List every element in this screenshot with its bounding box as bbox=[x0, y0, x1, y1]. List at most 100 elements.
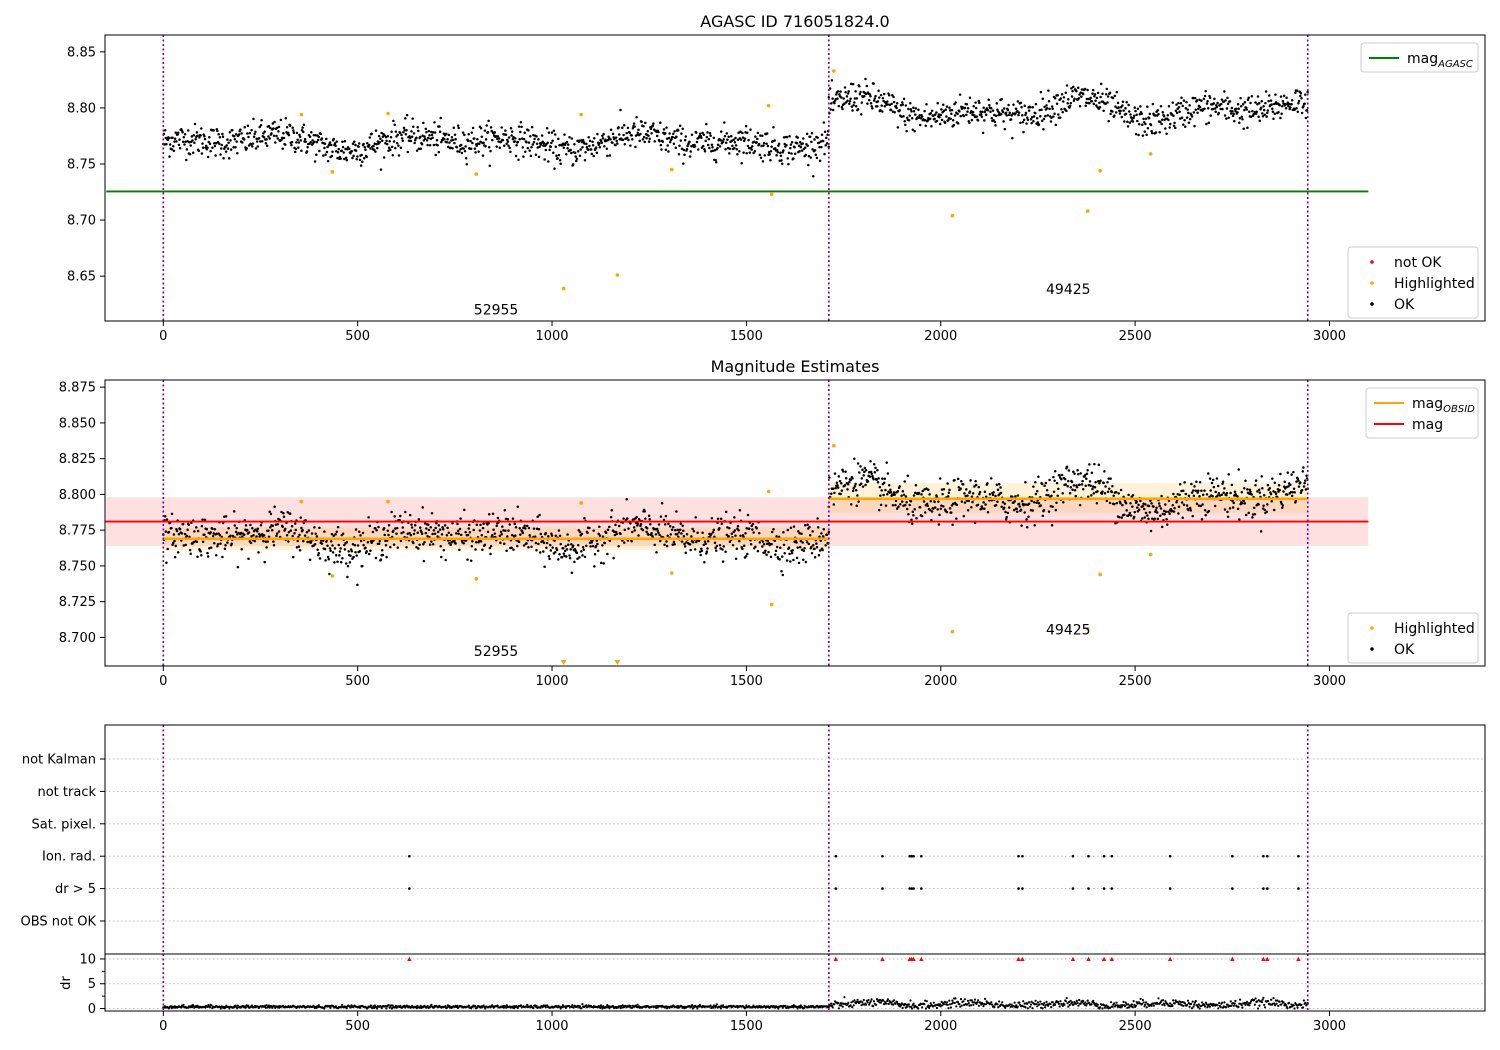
magnitude-ok-point bbox=[818, 535, 821, 538]
agasc-ok-point bbox=[902, 97, 906, 101]
agasc-ok-point bbox=[603, 144, 606, 148]
agasc-ok-point bbox=[744, 124, 748, 128]
agasc-lower-legend-label: Highlighted bbox=[1394, 276, 1475, 292]
dr-point bbox=[219, 1007, 222, 1010]
agasc-ok-point bbox=[1180, 116, 1184, 119]
agasc-ok-point bbox=[570, 151, 573, 155]
agasc-ok-point bbox=[1205, 122, 1208, 126]
agasc-ok-point bbox=[295, 131, 299, 135]
agasc-ok-point bbox=[559, 162, 562, 166]
magnitude-ok-point bbox=[505, 549, 508, 552]
magnitude-ok-point bbox=[336, 560, 339, 563]
agasc-ok-point bbox=[1262, 108, 1266, 112]
agasc-obsid-annotation: 52955 bbox=[474, 302, 519, 318]
magnitude-ok-point bbox=[1199, 504, 1203, 508]
magnitude-ok-point bbox=[1231, 499, 1234, 503]
dr-point bbox=[380, 1007, 383, 1010]
agasc-ok-point bbox=[972, 104, 975, 108]
magnitude-ok-point bbox=[1044, 481, 1048, 485]
magnitude-ok-point bbox=[442, 548, 446, 552]
agasc-ok-point bbox=[345, 158, 349, 162]
magnitude-ok-point bbox=[178, 527, 182, 531]
magnitude-ok-point bbox=[834, 486, 837, 490]
agasc-ok-point bbox=[1203, 94, 1207, 98]
agasc-ok-point bbox=[829, 108, 832, 111]
magnitude-ok-point bbox=[266, 540, 270, 543]
magnitude-ok-point bbox=[392, 529, 395, 532]
agasc-ok-point bbox=[464, 157, 468, 160]
agasc-ok-point bbox=[852, 103, 855, 107]
agasc-ok-point bbox=[1242, 127, 1245, 130]
agasc-ok-point bbox=[505, 142, 508, 146]
magnitude-ok-point bbox=[1187, 508, 1190, 512]
magnitude-upper-legend-box bbox=[1365, 387, 1479, 439]
agasc-ok-point bbox=[668, 132, 671, 135]
dr-point bbox=[865, 1003, 868, 1006]
agasc-ok-point bbox=[1084, 104, 1087, 107]
agasc-ok-point bbox=[519, 121, 523, 124]
agasc-ok-point bbox=[1190, 115, 1194, 118]
magnitude-ok-point bbox=[861, 468, 864, 471]
magnitude-ok-point bbox=[606, 552, 609, 556]
agasc-ok-point bbox=[172, 149, 176, 153]
magnitude-ok-point bbox=[441, 526, 444, 529]
magnitude-ok-point bbox=[1274, 492, 1278, 495]
agasc-ok-point bbox=[723, 134, 727, 138]
magnitude-ok-point bbox=[215, 532, 219, 536]
agasc-ok-point bbox=[203, 135, 206, 138]
agasc-ok-point bbox=[1299, 92, 1303, 95]
agasc-ok-point bbox=[1198, 98, 1201, 101]
agasc-ok-point bbox=[968, 96, 972, 99]
magnitude-ok-point bbox=[1272, 508, 1276, 512]
agasc-ok-point bbox=[1273, 112, 1277, 115]
magnitude-ok-point bbox=[749, 543, 753, 546]
agasc-ok-point bbox=[865, 84, 869, 88]
agasc-ok-point bbox=[317, 135, 321, 139]
dr-point bbox=[983, 1003, 986, 1006]
agasc-ok-point bbox=[727, 135, 730, 138]
magnitude-ok-point bbox=[1182, 503, 1186, 506]
magnitude-ok-point bbox=[691, 527, 694, 531]
agasc-ok-point bbox=[1049, 120, 1053, 123]
agasc-ok-point bbox=[296, 138, 299, 142]
agasc-ok-point bbox=[522, 155, 525, 158]
magnitude-ok-point bbox=[625, 497, 628, 501]
agasc-ok-point bbox=[264, 141, 268, 145]
magnitude-ok-point bbox=[1148, 511, 1152, 514]
agasc-ok-point bbox=[234, 146, 237, 149]
magnitude-ok-point bbox=[1093, 462, 1096, 466]
magnitude-ok-point bbox=[1225, 491, 1229, 495]
agasc-ok-point bbox=[631, 127, 635, 130]
magnitude-ok-point bbox=[946, 482, 949, 485]
magnitude-ok-point bbox=[846, 482, 850, 486]
magnitude-ok-point bbox=[235, 526, 238, 530]
agasc-ok-point bbox=[479, 126, 483, 130]
agasc-ok-point bbox=[644, 121, 647, 125]
magnitude-ok-point bbox=[666, 534, 669, 537]
agasc-ok-point bbox=[1146, 126, 1150, 130]
dr-point bbox=[963, 1003, 966, 1007]
magnitude-ok-point bbox=[1254, 484, 1257, 487]
agasc-ok-point bbox=[1034, 111, 1037, 115]
magnitude-ok-point bbox=[1156, 517, 1160, 521]
agasc-ok-point bbox=[217, 132, 220, 136]
magnitude-ok-point bbox=[734, 534, 737, 537]
magnitude-ok-point bbox=[803, 523, 807, 527]
magnitude-ok-point bbox=[1215, 477, 1219, 480]
magnitude-ok-point bbox=[830, 492, 833, 496]
magnitude-ok-point bbox=[869, 470, 873, 474]
agasc-ok-point bbox=[385, 142, 389, 146]
agasc-ok-point bbox=[218, 135, 222, 139]
magnitude-ok-point bbox=[1096, 490, 1099, 493]
agasc-ok-point bbox=[198, 136, 201, 139]
agasc-ok-point bbox=[1056, 94, 1059, 97]
magnitude-ok-point bbox=[435, 522, 438, 525]
magnitude-ok-point bbox=[244, 524, 248, 527]
agasc-ok-point bbox=[818, 159, 822, 162]
agasc-ok-point bbox=[285, 126, 289, 129]
magnitude-ok-point bbox=[1279, 500, 1283, 504]
magnitude-ok-point bbox=[459, 517, 462, 520]
magnitude-ok-point bbox=[262, 539, 265, 543]
magnitude-ok-point bbox=[500, 533, 503, 536]
magnitude-ok-point bbox=[1180, 501, 1184, 504]
